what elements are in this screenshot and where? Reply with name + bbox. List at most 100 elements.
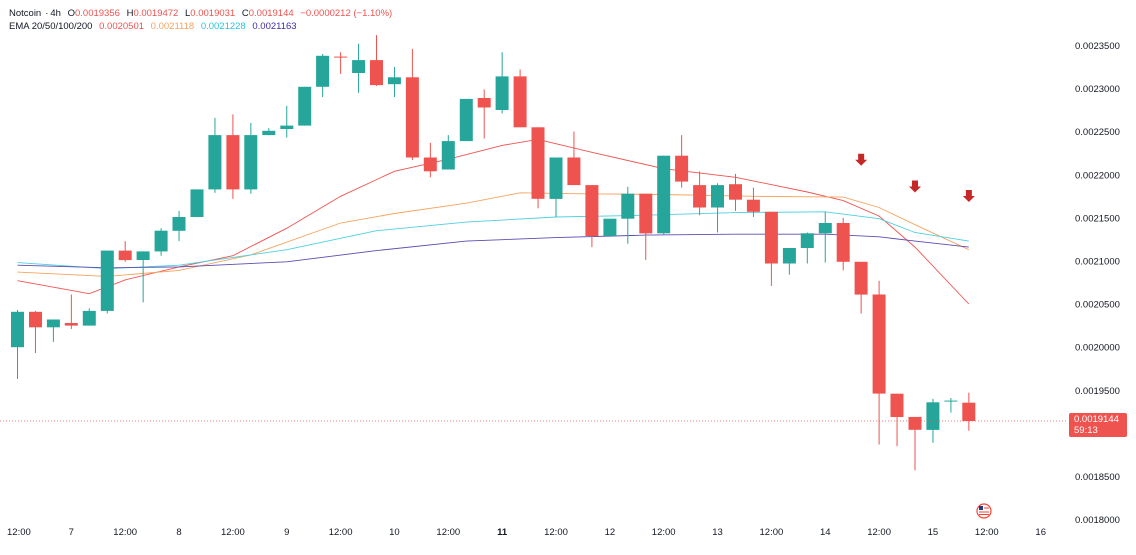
candle [818, 211, 832, 263]
candle-body [441, 141, 455, 170]
close-label: C [241, 8, 249, 19]
candle-body [423, 157, 437, 172]
candle-body [208, 135, 222, 190]
candle [11, 310, 24, 379]
time-tick-label: 12:00 [329, 527, 353, 538]
candle [82, 308, 96, 326]
candle [262, 128, 276, 136]
ema-legend: EMA 20/50/100/200 0.0020501 0.0021118 0.… [9, 21, 301, 32]
price-tick-label: 0.0023000 [1075, 84, 1120, 95]
candle-body [711, 185, 724, 208]
candle [675, 135, 689, 188]
change-value: −0.0000212 (−1.10%) [300, 8, 393, 19]
candle-body [387, 77, 401, 85]
ema-line-ema20 [17, 138, 970, 305]
price-tick-label: 0.0018500 [1075, 472, 1120, 483]
candle-body [262, 130, 276, 136]
time-tick-label: 12:00 [544, 527, 568, 538]
price-tick-label: 0.0022500 [1075, 127, 1120, 138]
time-tick-label: 7 [69, 527, 74, 538]
candle-body [836, 223, 850, 262]
candle-countdown: 59:13 [1074, 425, 1098, 436]
candle [711, 183, 724, 233]
time-tick-label: 15 [928, 527, 939, 538]
candle [280, 105, 294, 138]
candle-body [872, 294, 886, 394]
candle [800, 232, 814, 264]
price-tick-label: 0.0022000 [1075, 170, 1120, 181]
candle [585, 185, 599, 248]
candle [100, 250, 114, 314]
ema-lines [17, 138, 970, 305]
candle [441, 135, 455, 170]
candle [549, 157, 563, 217]
candle [46, 319, 60, 342]
time-tick-label: 12:00 [975, 527, 999, 538]
candle-body [890, 393, 904, 417]
ema50-value: 0.0021118 [150, 21, 195, 32]
candle-body [154, 230, 168, 252]
candle [64, 294, 78, 329]
candle [387, 67, 401, 98]
candle [926, 398, 940, 443]
candle [423, 142, 437, 178]
candle-body [513, 76, 527, 128]
candle [352, 43, 366, 93]
candle-body [11, 311, 24, 348]
candle [603, 218, 617, 237]
candle-body [172, 217, 186, 231]
candle [693, 171, 707, 216]
price-tick-label: 0.0020500 [1075, 300, 1120, 311]
time-tick-label: 12:00 [7, 527, 31, 538]
candle-body [334, 56, 348, 58]
ema20-value: 0.0020501 [99, 21, 145, 32]
candle-body [316, 55, 330, 87]
candle [531, 127, 545, 209]
price-tick-label: 0.0018000 [1075, 515, 1120, 526]
candle [136, 251, 150, 303]
time-axis[interactable]: 12:00 7 12:00 8 12:00 9 12:00 10 12:00 11 12:00 12 1… [7, 527, 1046, 538]
signal-arrows [855, 153, 975, 202]
candle-body [64, 323, 78, 326]
time-tick-label: 12 [605, 527, 616, 538]
candle-body [621, 193, 635, 219]
candle-body [29, 311, 42, 328]
candle-body [100, 250, 114, 311]
last-price-value: 0.0019144 [1074, 414, 1119, 425]
down-arrow-icon [855, 153, 868, 166]
time-tick-label: 11 [497, 527, 508, 538]
candle-body [585, 185, 599, 236]
time-tick-label: 14 [820, 527, 831, 538]
candle [405, 48, 419, 161]
price-axis[interactable]: 0.00180000.00185000.00190000.00195000.00… [1075, 41, 1120, 526]
time-tick-label: 9 [284, 527, 289, 538]
candle-body [190, 189, 204, 217]
candle [836, 217, 850, 271]
candle-body [782, 248, 796, 264]
candle-body [495, 76, 509, 110]
time-tick-label: 16 [1035, 527, 1046, 538]
time-tick-label: 13 [712, 527, 723, 538]
candle-body [693, 185, 707, 208]
candle [334, 52, 348, 74]
low-label: L [185, 8, 191, 19]
high-label: H [126, 8, 134, 19]
candle-body [854, 261, 868, 295]
candle [621, 186, 635, 244]
candle-body [818, 223, 832, 234]
candles [11, 35, 976, 471]
candle [495, 52, 509, 114]
candle [316, 54, 330, 98]
ohlc-legend: Notcoin · 4h O0.0019356 H0.0019472 L0.0019… [9, 8, 393, 19]
time-tick-label: 12:00 [652, 527, 676, 538]
low-value: 0.0019031 [190, 8, 236, 19]
price-tick-label: 0.0021000 [1075, 257, 1120, 268]
candle [208, 117, 222, 193]
flag-icon[interactable] [976, 503, 992, 519]
candle-body [405, 77, 419, 158]
ema-label: EMA 20/50/100/200 [9, 21, 93, 32]
time-tick-label: 12:00 [867, 527, 891, 538]
candle-body [675, 155, 689, 182]
price-tick-label: 0.0020000 [1075, 343, 1120, 354]
